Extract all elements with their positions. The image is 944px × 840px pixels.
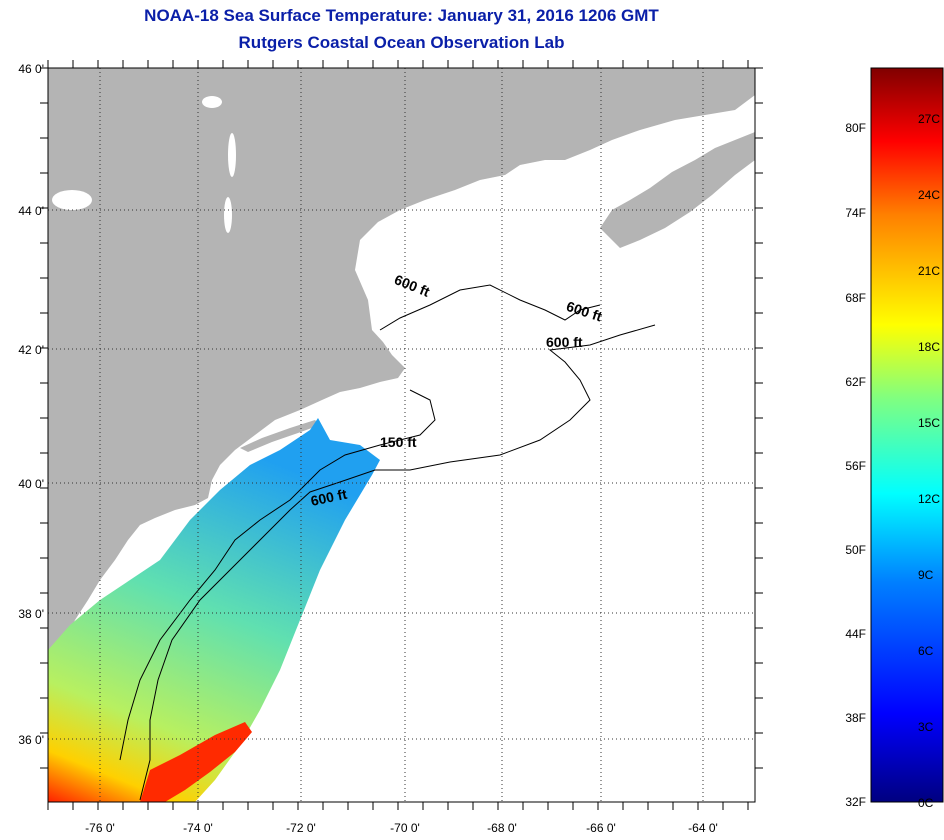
lat-label: 44 0'	[18, 204, 44, 218]
lon-label: -72 0'	[286, 821, 316, 835]
depth-label: 600 ft	[546, 334, 583, 350]
colorbar-f-label: 32F	[845, 795, 866, 809]
colorbar-f-label: 50F	[845, 543, 866, 557]
colorbar-f-label: 68F	[845, 291, 866, 305]
lat-label: 36 0'	[18, 733, 44, 747]
colorbar-c-label: 24C	[918, 188, 940, 202]
colorbar-c-label: 21C	[918, 264, 940, 278]
sst-swath	[48, 418, 380, 802]
lake	[52, 190, 92, 210]
lat-label: 42 0'	[18, 343, 44, 357]
colorbar-c-label: 27C	[918, 112, 940, 126]
colorbar	[870, 67, 944, 803]
depth-label: 150 ft	[380, 434, 417, 450]
colorbar-f-label: 56F	[845, 459, 866, 473]
lon-label: -68 0'	[487, 821, 517, 835]
map-title: NOAA-18 Sea Surface Temperature: January…	[144, 6, 659, 25]
lon-label: -76 0'	[85, 821, 115, 835]
lon-label: -66 0'	[586, 821, 616, 835]
lat-label: 38 0'	[18, 607, 44, 621]
lake	[224, 197, 232, 233]
depth-label: 600 ft	[309, 486, 348, 509]
colorbar-f-label: 74F	[845, 206, 866, 220]
colorbar-c-label: 0C	[918, 796, 934, 810]
land-long-island	[240, 420, 320, 452]
gulf-stream	[140, 722, 252, 802]
colorbar-f-label: 44F	[845, 627, 866, 641]
colorbar-c-label: 9C	[918, 568, 934, 582]
lat-label: 46 0'	[18, 62, 44, 76]
lon-label: -74 0'	[183, 821, 213, 835]
colorbar-c-label: 3C	[918, 720, 934, 734]
lon-label: -70 0'	[390, 821, 420, 835]
colorbar-f-label: 62F	[845, 375, 866, 389]
colorbar-f-label: 80F	[845, 121, 866, 135]
colorbar-c-label: 15C	[918, 416, 940, 430]
contour-600ft	[139, 324, 656, 801]
lake	[202, 96, 222, 108]
map-border	[47, 67, 756, 803]
colorbar-f-label: 38F	[845, 711, 866, 725]
contour-150ft	[119, 389, 436, 761]
colorbar-c-label: 12C	[918, 492, 940, 506]
map-subtitle: Rutgers Coastal Ocean Observation Lab	[238, 33, 565, 52]
land-nova-scotia	[600, 132, 755, 248]
lon-label: -64 0'	[688, 821, 718, 835]
colorbar-c-label: 6C	[918, 644, 934, 658]
lat-label: 40 0'	[18, 477, 44, 491]
contour-600ft	[379, 284, 601, 331]
lake	[228, 133, 236, 177]
colorbar-c-label: 18C	[918, 340, 940, 354]
